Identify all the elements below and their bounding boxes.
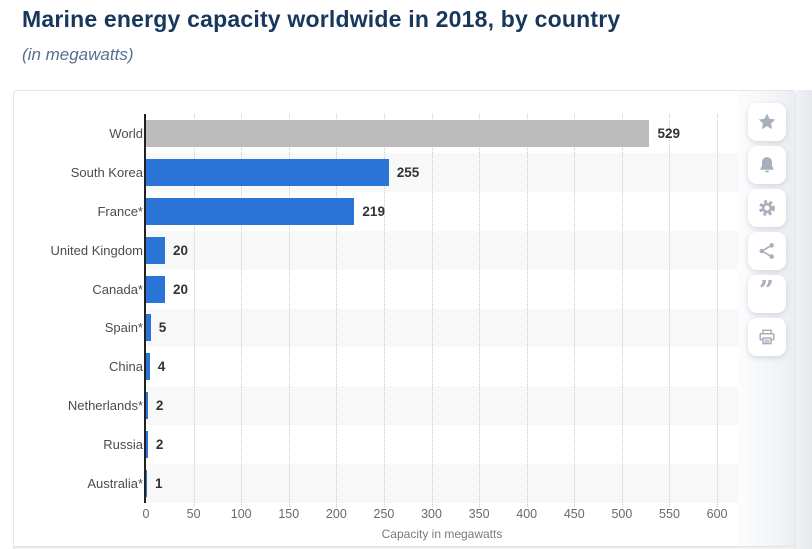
gridline bbox=[574, 114, 576, 507]
value-label: 2 bbox=[155, 437, 164, 453]
settings-button[interactable] bbox=[747, 189, 786, 227]
gridline bbox=[288, 114, 290, 507]
bar bbox=[146, 197, 355, 225]
gridline bbox=[669, 114, 671, 507]
citation-button[interactable]: ” bbox=[747, 275, 786, 313]
value-label: 20 bbox=[173, 281, 189, 297]
category-label: France* bbox=[97, 203, 143, 219]
category-label: United Kingdom bbox=[50, 242, 144, 258]
x-tick-label: 450 bbox=[563, 507, 585, 521]
x-tick-label: 550 bbox=[659, 507, 680, 521]
category-label: Canada* bbox=[92, 281, 143, 297]
category-label: Netherlands* bbox=[67, 398, 143, 414]
gridline bbox=[241, 114, 243, 507]
bar bbox=[146, 470, 147, 498]
category-label: World bbox=[109, 125, 143, 141]
x-tick-label: 0 bbox=[142, 507, 150, 521]
value-label: 1 bbox=[154, 476, 163, 492]
card-footer-strip bbox=[14, 546, 795, 549]
value-label: 4 bbox=[157, 359, 166, 375]
value-label: 255 bbox=[396, 164, 420, 180]
x-tick-label: 100 bbox=[230, 507, 252, 521]
bar bbox=[146, 431, 148, 459]
x-tick-label: 300 bbox=[421, 507, 442, 521]
bar bbox=[146, 275, 166, 303]
alerts-button[interactable] bbox=[747, 146, 786, 184]
bar bbox=[146, 158, 389, 186]
bell-icon bbox=[757, 155, 777, 175]
print-icon bbox=[757, 327, 777, 347]
star-icon bbox=[757, 112, 777, 132]
row-band bbox=[146, 386, 738, 426]
action-rail: ” bbox=[738, 91, 795, 549]
value-label: 2 bbox=[155, 398, 164, 414]
value-label: 529 bbox=[657, 125, 681, 141]
bar bbox=[146, 236, 166, 264]
gridline bbox=[479, 114, 481, 507]
bar bbox=[146, 353, 150, 381]
gridline bbox=[336, 114, 338, 507]
row-band bbox=[146, 464, 738, 503]
gridline bbox=[193, 114, 195, 507]
x-axis-title: Capacity in megawatts bbox=[381, 527, 503, 541]
row-band bbox=[146, 308, 738, 348]
x-tick-label: 400 bbox=[516, 507, 538, 521]
share-icon bbox=[757, 241, 777, 261]
value-label: 20 bbox=[173, 242, 189, 258]
category-label: Australia* bbox=[87, 476, 143, 492]
bar bbox=[146, 314, 151, 342]
page-subtitle: (in megawatts) bbox=[22, 45, 134, 64]
page-title: Marine energy capacity worldwide in 2018… bbox=[22, 6, 621, 32]
gridline bbox=[717, 114, 719, 507]
x-tick-label: 200 bbox=[325, 507, 347, 521]
gridline bbox=[431, 114, 433, 507]
gear-icon bbox=[757, 198, 777, 218]
share-button[interactable] bbox=[747, 232, 786, 270]
value-label: 5 bbox=[158, 320, 167, 336]
bar bbox=[146, 119, 650, 147]
category-label: Spain* bbox=[104, 320, 143, 336]
gridline bbox=[621, 114, 623, 507]
x-axis-ticks: 0 50 100 150 200 250 300 350 400 450 500 550 600 bbox=[142, 507, 738, 523]
category-label: South Korea bbox=[70, 164, 143, 180]
x-tick-label: 600 bbox=[706, 507, 728, 521]
gridline bbox=[383, 114, 385, 507]
chart-card: World South Korea France* United Kingdom Can… bbox=[13, 90, 796, 549]
quote-icon: ” bbox=[759, 276, 774, 306]
y-axis-line bbox=[144, 114, 146, 503]
x-tick-label: 350 bbox=[468, 507, 490, 521]
page-background-strip bbox=[796, 90, 812, 549]
bar bbox=[146, 392, 148, 420]
x-tick-label: 150 bbox=[278, 507, 300, 521]
favorite-button[interactable] bbox=[747, 103, 786, 141]
x-tick-label: 500 bbox=[611, 507, 633, 521]
category-label: Russia bbox=[103, 437, 143, 453]
print-button[interactable] bbox=[747, 318, 786, 356]
x-tick-label: 50 bbox=[186, 507, 201, 521]
gridline bbox=[526, 114, 528, 507]
row-band bbox=[146, 230, 738, 270]
x-tick-label: 250 bbox=[373, 507, 395, 521]
value-label: 219 bbox=[362, 203, 385, 219]
plot-area: 529 255 219 20 20 5 4 2 2 1 bbox=[144, 114, 738, 507]
category-label: China bbox=[109, 359, 143, 375]
